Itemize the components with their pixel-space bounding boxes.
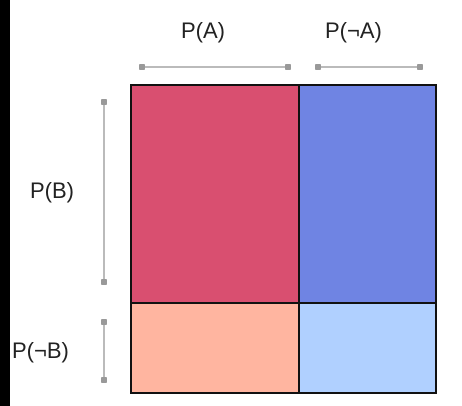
bracket-p-b (101, 99, 107, 285)
area-grid (130, 84, 437, 394)
label-p-b: P(B) (30, 178, 74, 203)
cell-a-and-not-b (132, 303, 299, 392)
cell-not-a-and-b (299, 86, 435, 303)
cell-a-and-b (132, 86, 299, 303)
label-p-not-a: P(¬A) (325, 18, 382, 43)
bracket-p-a (139, 64, 291, 70)
probability-diagram: P(A) P(¬A) P(B) P(¬B) (10, 0, 462, 406)
bracket-p-not-b (101, 319, 107, 383)
divider-vertical (298, 86, 300, 392)
cell-not-a-and-not-b (299, 303, 435, 392)
label-p-a: P(A) (181, 18, 225, 43)
divider-horizontal (132, 302, 435, 304)
label-p-not-b: P(¬B) (12, 338, 69, 363)
bracket-p-not-a (315, 64, 423, 70)
